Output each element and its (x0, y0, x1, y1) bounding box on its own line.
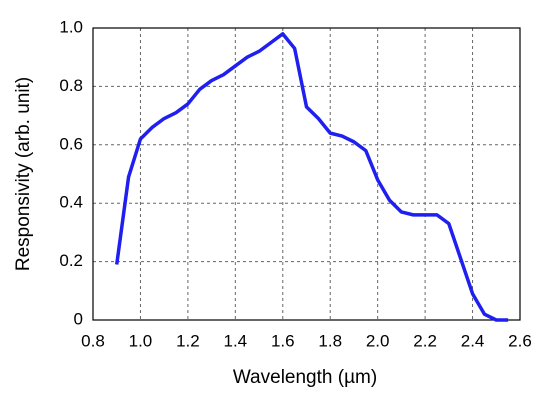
x-tick-label: 1.2 (176, 331, 200, 350)
x-tick-label: 1.4 (224, 331, 248, 350)
data-line (114, 32, 509, 322)
y-tick-label: 0 (74, 309, 83, 328)
plot-frame (92, 27, 521, 321)
y-tick-label: 0.8 (59, 76, 83, 95)
y-tick-label: 0.6 (59, 134, 83, 153)
y-tick-label: 0.4 (59, 193, 83, 212)
y-tick-label: 0.2 (59, 251, 83, 270)
x-tick-label: 1.8 (318, 331, 342, 350)
x-tick-label: 2.6 (508, 331, 532, 350)
x-tick-label: 0.8 (81, 331, 105, 350)
x-tick-label: 2.2 (413, 331, 437, 350)
x-tick-label: 1.6 (271, 331, 295, 350)
y-tick-label: 1.0 (59, 17, 83, 36)
y-axis-title: Responsivity (arb. unit) (13, 77, 34, 271)
x-tick-label: 1.0 (129, 331, 153, 350)
x-tick-label: 2.0 (366, 331, 390, 350)
x-tick-label: 2.4 (461, 331, 485, 350)
x-axis-title: Wavelength (µm) (233, 367, 377, 388)
